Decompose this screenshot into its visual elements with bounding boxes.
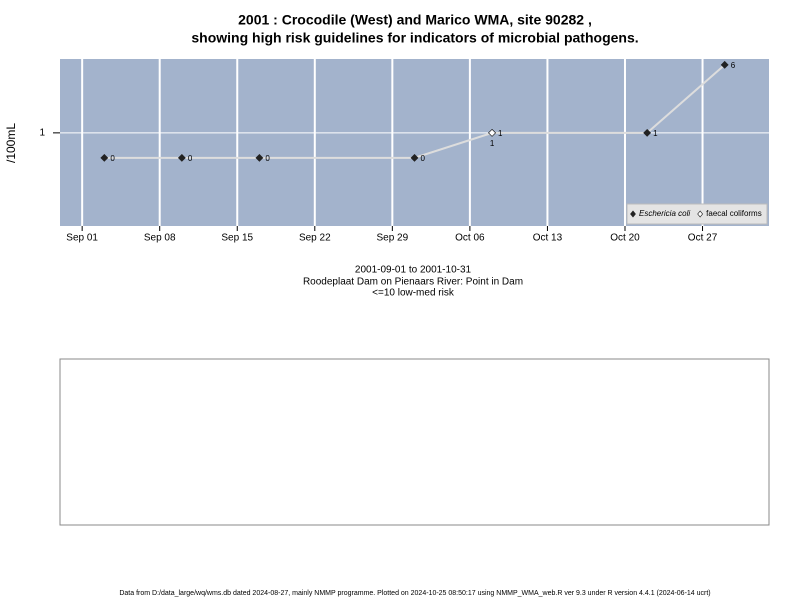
chart-title: 2001 : Crocodile (West) and Marico WMA, … <box>238 12 592 28</box>
note: 2001-09-01 to 2001-10-31 <box>355 265 472 276</box>
data-point <box>410 153 419 162</box>
data-label: 0 <box>188 154 193 163</box>
footer: Data from D:/data_large/wq/wms.db dated … <box>119 590 710 597</box>
x-tick-label: Sep 22 <box>299 233 331 244</box>
data-label: 1 <box>498 129 503 138</box>
legend-label: faecal coliforms <box>706 209 762 218</box>
x-tick-label: Oct 06 <box>455 233 485 244</box>
data-label: 0 <box>421 154 426 163</box>
empty-panel <box>59 358 770 526</box>
x-tick-label: Oct 27 <box>688 233 718 244</box>
legend-label: Eschericia coli <box>639 209 690 218</box>
y-tick-label: 1 <box>39 128 45 139</box>
data-label: 0 <box>265 154 270 163</box>
data-point <box>177 153 186 162</box>
data-point <box>255 153 264 162</box>
data-label: 1 <box>490 139 495 148</box>
legend-marker <box>630 210 636 218</box>
y-axis-label: /100mL <box>4 123 18 163</box>
data-label: 6 <box>731 61 736 70</box>
data-label: 1 <box>653 129 658 138</box>
plot-panel <box>60 59 769 226</box>
x-tick-label: Sep 08 <box>144 233 176 244</box>
note: <=10 low-med risk <box>372 288 455 299</box>
chart-subtitle: showing high risk guidelines for indicat… <box>191 30 638 46</box>
data-point <box>488 128 496 137</box>
legend-box <box>626 203 768 225</box>
data-point <box>643 128 652 137</box>
data-point <box>100 153 109 162</box>
note: Roodeplaat Dam on Pienaars River: Point … <box>303 277 523 288</box>
x-tick-label: Oct 13 <box>533 233 563 244</box>
data-label: 0 <box>110 154 115 163</box>
legend-marker <box>697 210 704 218</box>
x-tick-label: Sep 01 <box>66 233 98 244</box>
x-tick-label: Sep 15 <box>221 233 253 244</box>
x-tick-label: Oct 20 <box>610 233 640 244</box>
data-point <box>720 60 729 69</box>
x-tick-label: Sep 29 <box>376 233 408 244</box>
